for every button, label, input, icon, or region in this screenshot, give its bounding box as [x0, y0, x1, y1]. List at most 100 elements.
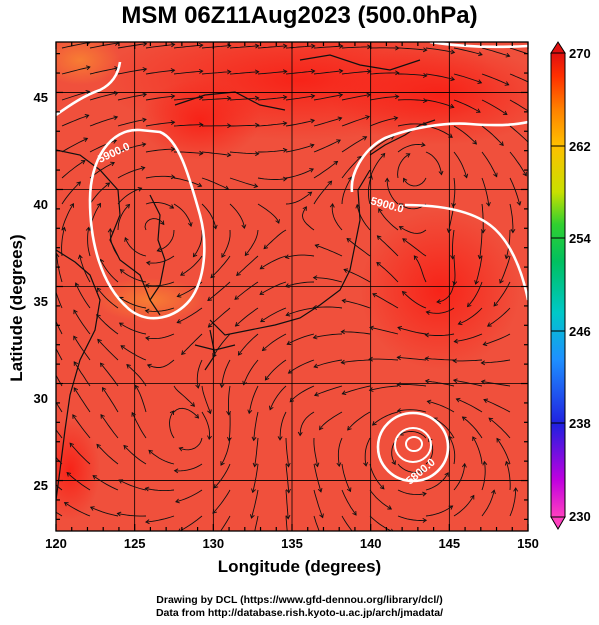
streamline-arrow — [212, 353, 217, 358]
streamline-arrow — [145, 335, 150, 341]
streamline-arrow — [309, 168, 314, 173]
streamline — [397, 99, 427, 102]
streamline — [210, 255, 231, 278]
streamline — [425, 47, 455, 53]
streamline-arrow — [226, 152, 232, 158]
streamline-arrow — [402, 238, 407, 243]
streamline-arrow — [221, 253, 226, 258]
streamline — [313, 161, 338, 179]
streamline — [453, 463, 466, 491]
streamline — [243, 359, 259, 385]
streamline-arrow — [197, 182, 203, 188]
streamline — [288, 359, 315, 374]
streamline — [157, 229, 175, 252]
y-tick-label: 25 — [34, 478, 48, 493]
streamline — [426, 307, 455, 314]
streamline — [145, 69, 175, 75]
streamline — [453, 47, 483, 56]
streamline-arrow — [419, 469, 425, 474]
streamline-arrow — [241, 224, 247, 230]
streamline-arrow — [46, 414, 50, 418]
x-tick-label: 150 — [517, 536, 539, 551]
streamline-arrow — [142, 92, 148, 98]
x-tick-label: 140 — [360, 536, 382, 551]
streamline — [117, 68, 147, 75]
streamline-arrow — [461, 416, 467, 421]
streamline — [56, 374, 63, 387]
streamline-arrow — [448, 505, 454, 510]
streamline — [367, 175, 372, 205]
streamline-arrow — [175, 498, 180, 504]
streamline — [397, 409, 427, 413]
streamline-arrow — [180, 271, 185, 276]
streamline-arrow — [436, 299, 441, 305]
streamline — [285, 437, 290, 467]
streamline — [117, 118, 147, 127]
streamline-arrow — [145, 260, 151, 266]
streamline-arrow — [285, 462, 291, 468]
streamline — [347, 411, 371, 431]
streamline — [252, 463, 259, 493]
streamline-arrow — [365, 115, 371, 120]
streamline — [181, 333, 203, 355]
streamline-arrow — [413, 255, 419, 260]
streamline-arrow — [376, 235, 382, 240]
streamline-arrow — [516, 201, 522, 206]
streamline — [286, 307, 315, 316]
streamline-arrow — [502, 110, 508, 115]
streamline-arrow — [236, 271, 241, 276]
streamline-arrow — [207, 323, 213, 328]
streamline-arrow — [499, 141, 504, 147]
streamline-arrow — [363, 462, 369, 467]
streamline — [56, 320, 63, 335]
coastlines — [56, 54, 436, 501]
streamline — [402, 291, 427, 309]
streamline — [372, 293, 399, 309]
streamline — [89, 116, 118, 127]
streamline-arrow — [337, 116, 343, 122]
streamline-arrow — [251, 488, 256, 494]
streamline-arrow — [107, 228, 113, 233]
streamline — [481, 177, 490, 206]
streamline-arrow — [496, 437, 501, 443]
streamline-arrow — [56, 252, 60, 258]
streamline-arrow — [124, 236, 129, 242]
streamline-arrow — [170, 68, 176, 73]
streamline-arrow — [321, 539, 325, 543]
streamline — [475, 255, 483, 285]
streamline — [257, 70, 287, 75]
streamline — [369, 358, 399, 361]
streamline-arrow — [213, 483, 219, 489]
streamline-arrow — [96, 287, 102, 293]
streamline — [117, 187, 142, 205]
streamline-arrow — [255, 151, 260, 157]
streamline — [456, 398, 483, 413]
x-tick-label: 125 — [124, 536, 146, 551]
x-tick-label: 135 — [281, 536, 303, 551]
streamline-arrow — [338, 92, 344, 98]
streamline — [100, 414, 119, 439]
streamline-arrow — [251, 540, 255, 544]
streamline-arrow — [513, 487, 519, 492]
streamline-arrow — [73, 335, 78, 341]
streamline — [509, 151, 527, 176]
streamline-arrow — [170, 120, 176, 125]
streamline — [173, 97, 203, 101]
streamline — [56, 401, 63, 413]
streamline — [509, 99, 528, 112]
streamline — [452, 229, 455, 259]
streamline-arrow — [144, 308, 150, 314]
streamline-arrow — [474, 280, 479, 285]
streamline-arrow — [478, 51, 483, 57]
streamline-arrow — [170, 93, 176, 99]
streamline-arrow — [504, 254, 510, 260]
streamline — [372, 411, 399, 426]
streamline — [397, 123, 427, 127]
colorbar-tick-label: 262 — [569, 139, 591, 154]
streamline — [173, 407, 199, 419]
streamline-arrow — [226, 95, 232, 101]
streamline-arrow — [261, 346, 267, 352]
streamline-arrow — [314, 462, 320, 468]
streamline — [96, 444, 119, 465]
streamline-arrow — [259, 265, 265, 270]
